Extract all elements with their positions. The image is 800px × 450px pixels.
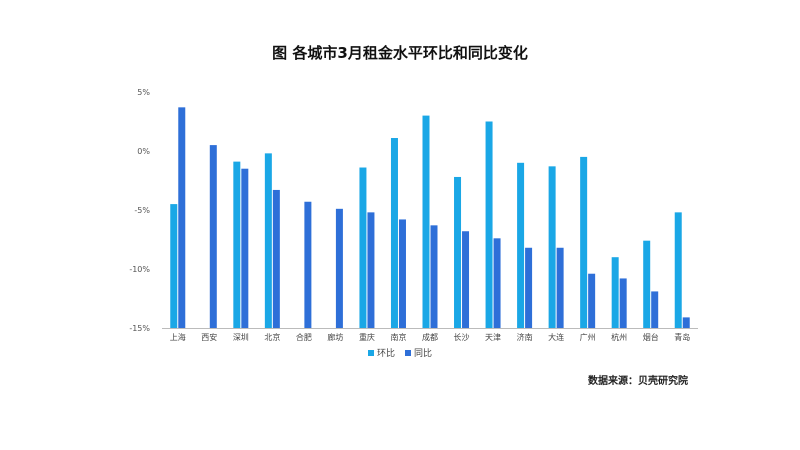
bar-huanbi <box>264 153 272 328</box>
x-tick-label: 上海 <box>170 332 186 342</box>
x-tick-label: 南京 <box>390 332 406 342</box>
bar-huanbi <box>390 138 398 328</box>
bar-tongbi <box>619 278 627 328</box>
x-tick-label: 大连 <box>548 332 564 342</box>
bar-huanbi <box>359 167 367 328</box>
bar-huanbi <box>454 176 462 328</box>
bar-huanbi <box>422 115 430 328</box>
bar-huanbi <box>611 257 619 328</box>
bar-huanbi <box>517 162 525 328</box>
legend: 环比 同比 <box>0 346 800 359</box>
bar-tongbi <box>304 201 312 328</box>
x-tick-label: 成都 <box>422 332 438 342</box>
x-tick-label: 天津 <box>485 332 501 342</box>
y-tick-label: 0% <box>137 147 150 156</box>
legend-label-tongbi: 同比 <box>414 349 433 359</box>
y-tick-label: -10% <box>129 265 150 274</box>
x-tick-label: 西安 <box>201 332 217 342</box>
bar-tongbi <box>398 219 406 328</box>
source-note: 数据来源：贝壳研究院 <box>588 376 688 387</box>
bar-tongbi <box>367 212 375 328</box>
bar-huanbi <box>485 121 493 328</box>
legend-item-tongbi[interactable]: 同比 <box>405 346 432 359</box>
chart-title: 图 各城市3月租金水平环比和同比变化 <box>272 44 528 62</box>
bar-tongbi <box>430 225 438 328</box>
y-tick-label: 5% <box>137 88 150 97</box>
bar-huanbi <box>233 161 241 328</box>
bar-huanbi <box>643 240 651 328</box>
bar-tongbi <box>272 189 280 328</box>
x-tick-label: 长沙 <box>454 332 470 342</box>
bar-tongbi <box>651 291 659 328</box>
bar-huanbi <box>580 156 588 328</box>
x-tick-label: 青岛 <box>674 332 690 342</box>
x-tick-label: 廊坊 <box>327 332 343 342</box>
x-tick-label: 杭州 <box>611 332 627 342</box>
bar-tongbi <box>556 247 564 328</box>
x-tick-label: 深圳 <box>233 332 249 342</box>
bar-huanbi <box>674 212 682 328</box>
x-tick-label: 广州 <box>580 332 596 342</box>
y-tick-label: -15% <box>129 324 150 333</box>
bar-huanbi <box>548 166 556 328</box>
x-tick-label: 烟台 <box>643 332 659 342</box>
bar-tongbi <box>209 145 217 328</box>
y-tick-label: -5% <box>134 206 150 215</box>
x-tick-label: 济南 <box>517 332 533 342</box>
legend-label-huanbi: 环比 <box>376 349 395 359</box>
x-tick-label: 合肥 <box>296 332 312 342</box>
bar-tongbi <box>493 238 501 328</box>
bar-tongbi <box>462 231 470 328</box>
bar-tongbi <box>335 208 343 328</box>
bar-tongbi <box>682 317 690 328</box>
bar-tongbi <box>525 247 533 328</box>
x-tick-label: 重庆 <box>359 332 375 342</box>
bar-tongbi <box>588 273 596 328</box>
bar-huanbi <box>170 204 178 328</box>
x-tick-label: 北京 <box>264 332 280 342</box>
bar-tongbi <box>178 107 186 328</box>
legend-item-huanbi[interactable]: 环比 <box>367 346 395 359</box>
legend-swatch-tongbi <box>405 349 411 356</box>
legend-swatch-huanbi <box>367 349 374 356</box>
bar-tongbi <box>241 168 249 328</box>
